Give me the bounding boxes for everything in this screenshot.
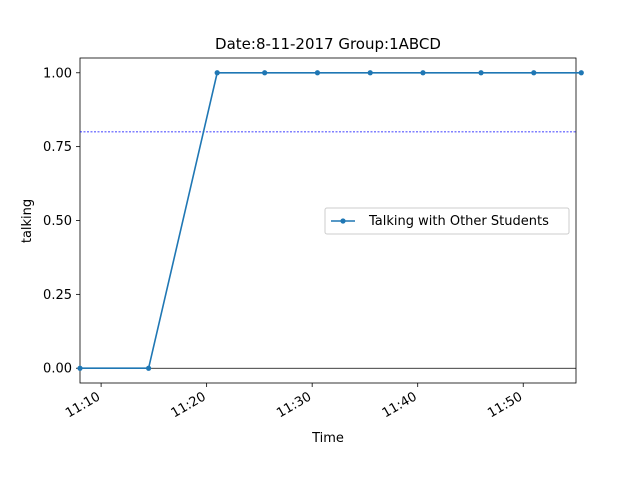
x-tick-label: 11:20 <box>169 389 209 421</box>
reference-lines <box>80 131 576 369</box>
chart-title: Date:8-11-2017 Group:1ABCD <box>215 35 441 53</box>
data-point <box>214 70 220 76</box>
x-tick-label: 11:30 <box>274 389 314 421</box>
data-point <box>145 365 152 371</box>
data-point <box>420 70 426 76</box>
legend: Talking with Other Students <box>324 207 570 235</box>
x-axis-ticks: 11:10 11:20 11:30 11:40 11:50 <box>63 383 525 421</box>
y-axis-label: talking <box>20 199 35 243</box>
series-layer <box>77 70 584 371</box>
legend-box <box>324 207 570 235</box>
data-point <box>314 70 321 76</box>
y-tick-label: 0.75 <box>43 140 72 155</box>
data-point <box>531 70 537 76</box>
x-tick-label: 11:50 <box>485 389 525 421</box>
y-tick-label: 0.50 <box>43 214 72 229</box>
data-point <box>77 365 83 371</box>
data-point <box>262 70 268 76</box>
data-point <box>578 70 584 76</box>
y-tick-label: 1.00 <box>43 66 72 81</box>
legend-marker-swatch <box>340 218 346 224</box>
y-tick-label: 0.00 <box>43 362 72 377</box>
x-axis-label: Time <box>311 431 344 446</box>
data-point <box>478 70 484 76</box>
x-tick-label: 11:40 <box>380 389 420 421</box>
legend-label: Talking with Other Students <box>368 214 549 229</box>
x-tick-label: 11:10 <box>63 389 103 421</box>
data-point <box>367 70 373 76</box>
y-tick-label: 0.25 <box>43 288 72 303</box>
series-line-0 <box>80 71 582 370</box>
y-axis-ticks: 0.00 0.25 0.50 0.75 1.00 <box>43 66 80 377</box>
